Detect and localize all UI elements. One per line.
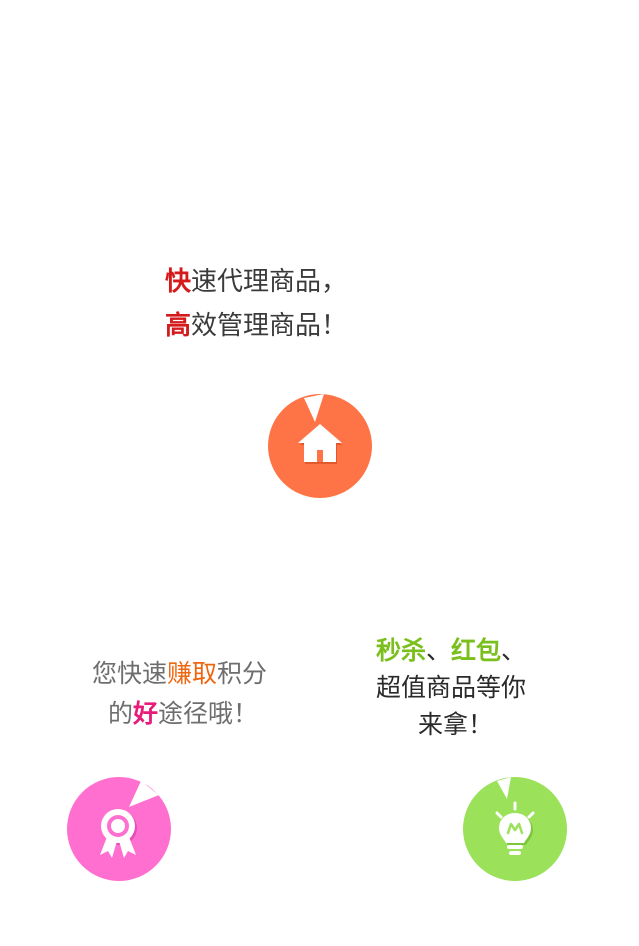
points-highlight-1: 赚取 [167,659,218,688]
award-feature-badge [67,777,171,881]
deals-separator-2: 、 [501,636,527,665]
deals-line-3: 来拿！ [418,710,494,739]
points-text-1a: 您快速 [92,659,168,688]
points-highlight-2: 好 [133,699,159,728]
deals-highlight-2: 红包 [451,636,502,665]
agency-feature-text: 快速代理商品， 高效管理商品！ [165,260,347,348]
points-text-2a: 的 [108,699,134,728]
deals-separator-1: 、 [426,636,452,665]
deals-feature-text: 秒杀、红包、 超值商品等你 来拿！ [376,632,526,743]
deals-line-1: 秒杀、红包、 [376,632,526,669]
points-feature-text: 您快速赚取积分 的好途径哦！ [92,654,267,734]
points-text-1b: 积分 [217,659,268,688]
points-line-1: 您快速赚取积分 [92,654,267,694]
award-ribbon-icon [100,781,159,858]
points-text-2b: 途径哦！ [158,699,259,728]
deals-highlight-1: 秒杀 [376,636,427,665]
agency-text-2: 效管理商品！ [191,311,348,341]
home-icon [298,394,342,464]
agency-line-2: 高效管理商品！ [165,304,347,348]
agency-highlight-1: 快 [165,267,192,297]
points-line-2: 的好途径哦！ [92,694,267,734]
home-feature-badge [268,394,372,498]
lightbulb-icon [495,777,535,855]
deals-feature-badge [463,777,567,881]
agency-highlight-2: 高 [165,311,192,341]
agency-text-1: 速代理商品， [191,267,348,297]
deals-line-2: 超值商品等你 [376,673,527,702]
agency-line-1: 快速代理商品， [165,260,347,304]
